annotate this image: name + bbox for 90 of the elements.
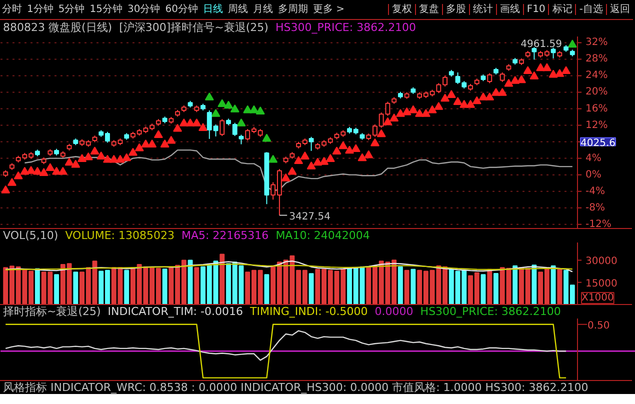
text: HS300_PRICE: 3862.2100 bbox=[275, 21, 416, 34]
text: 更多 > bbox=[312, 4, 345, 15]
text: MA10: 24042004 bbox=[276, 229, 370, 242]
point bbox=[218, 99, 227, 108]
bar bbox=[124, 270, 130, 304]
bar bbox=[188, 260, 193, 304]
bar bbox=[162, 268, 168, 304]
y-tick-label: 20% bbox=[586, 86, 608, 98]
y-tick-label: 28% bbox=[586, 54, 608, 65]
bar bbox=[494, 273, 498, 304]
y-tick-label: 12% bbox=[586, 120, 608, 131]
bar bbox=[194, 267, 200, 304]
bar bbox=[557, 268, 562, 304]
y-tick-label: 4% bbox=[586, 152, 602, 164]
bar bbox=[73, 272, 78, 304]
candlestick bbox=[220, 118, 225, 137]
bar bbox=[487, 268, 492, 304]
bar bbox=[308, 273, 314, 304]
candlestick bbox=[308, 136, 314, 152]
chart-title: 择时指标~衰退(25) bbox=[3, 305, 101, 318]
text: 统计 bbox=[468, 4, 496, 15]
bar bbox=[54, 274, 60, 304]
bar bbox=[410, 268, 416, 304]
text: VOLUME: 13085023 bbox=[65, 229, 174, 242]
bar bbox=[480, 274, 486, 304]
chart-title: VOL(5,10) bbox=[3, 229, 58, 242]
text: 60分钟 bbox=[165, 4, 198, 15]
bar bbox=[220, 254, 225, 304]
point bbox=[236, 118, 246, 126]
text: 0.50 bbox=[588, 320, 610, 332]
point bbox=[224, 100, 233, 109]
text: 画线 bbox=[496, 4, 523, 15]
point bbox=[211, 109, 220, 117]
bar bbox=[34, 268, 40, 304]
chart-subtitle: [沪深300]择时信号~衰退(25) bbox=[119, 21, 268, 34]
y-tick-label: 0% bbox=[586, 169, 602, 180]
text: 1分钟 bbox=[27, 4, 54, 15]
text: 15分钟 bbox=[90, 4, 122, 15]
text: 风格指标 INDICATOR_WRC: 0.8538 : 0.0000 INDICATOR_HS300: 0.0000 市值风格: 1.0000 HS300: 3862.2100 bbox=[3, 381, 588, 394]
text: 5分钟 bbox=[58, 4, 85, 15]
text: 标记 bbox=[548, 4, 576, 15]
text: 30分钟 bbox=[127, 4, 160, 15]
series-label: TIMING_INDI: -0.5000 bbox=[250, 305, 368, 318]
text: 4025.6 bbox=[580, 138, 616, 149]
text: 复盘 bbox=[414, 4, 442, 15]
text: HS300_PRICE: 3862.2100 bbox=[420, 305, 561, 318]
y-tick-label: 30000 bbox=[586, 256, 618, 268]
candlestick bbox=[487, 72, 492, 84]
y-tick-label: 15000 bbox=[586, 278, 618, 290]
chart-title: 880823 微盘股(日线) bbox=[3, 21, 112, 34]
text: MA5: 22165316 bbox=[181, 229, 269, 242]
y-tick-label: 32% bbox=[586, 37, 608, 48]
y-tick-label: -4% bbox=[586, 186, 605, 197]
point bbox=[230, 104, 240, 112]
bar bbox=[550, 265, 556, 304]
point bbox=[204, 92, 214, 100]
point bbox=[568, 40, 577, 48]
bar bbox=[512, 265, 518, 304]
bar bbox=[404, 270, 410, 304]
candlestick bbox=[238, 134, 244, 145]
y-tick-label: -12% bbox=[586, 218, 612, 230]
text: -自选 bbox=[575, 4, 606, 15]
y-tick-label: -8% bbox=[586, 202, 605, 214]
text: 返回 bbox=[606, 4, 633, 15]
candlestick bbox=[550, 47, 556, 59]
annotation: 3427.54 bbox=[289, 211, 330, 222]
annotation: 4961.59 bbox=[520, 39, 562, 50]
point bbox=[256, 106, 265, 114]
text: 日线 bbox=[202, 4, 223, 15]
ref-line-label: 0.0000 bbox=[374, 305, 414, 318]
text: F10 bbox=[522, 4, 548, 15]
text: 分时 bbox=[2, 4, 22, 15]
text: 复权 bbox=[388, 4, 415, 15]
point bbox=[268, 154, 278, 163]
point bbox=[249, 105, 258, 114]
text: 周线 bbox=[228, 4, 248, 15]
text: INDICATOR_TIM: -0.0016 bbox=[108, 305, 243, 318]
text: 多股 bbox=[442, 4, 469, 15]
y-tick-label: 24% bbox=[586, 70, 608, 82]
text: 多周期 bbox=[278, 4, 308, 15]
bar bbox=[264, 274, 270, 304]
candlestick bbox=[500, 72, 505, 82]
bar bbox=[532, 264, 537, 304]
bar bbox=[398, 266, 403, 304]
candlestick bbox=[532, 46, 537, 60]
candlestick bbox=[232, 122, 238, 137]
point bbox=[262, 134, 272, 142]
y-tick-label: 16% bbox=[586, 103, 608, 114]
y-axis-title: X1000 bbox=[582, 292, 614, 304]
text: 月线 bbox=[252, 4, 273, 15]
